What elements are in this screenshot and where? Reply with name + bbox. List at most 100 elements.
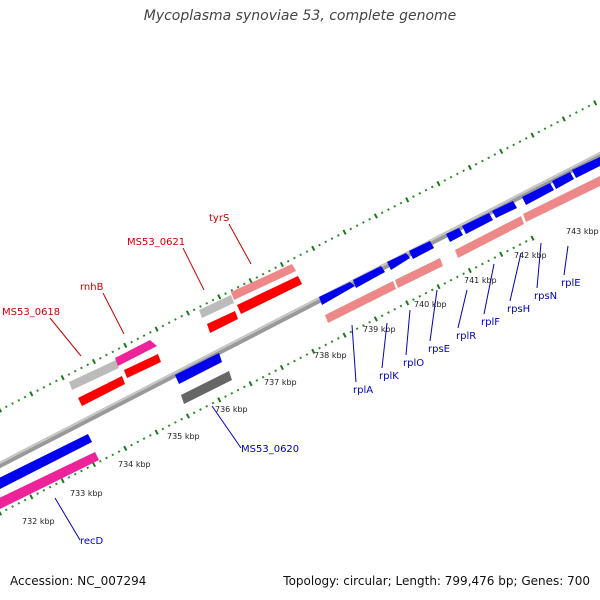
gene-recd[interactable] — [0, 452, 99, 510]
inner-tick — [217, 397, 222, 403]
inner-tick — [149, 434, 152, 437]
outer-tick — [324, 240, 328, 244]
gene-red-c[interactable] — [207, 311, 238, 333]
outer-tick — [149, 331, 152, 334]
inner-tick — [268, 372, 271, 376]
gene-recd-blue[interactable] — [0, 434, 92, 490]
gene-rplx[interactable] — [572, 157, 600, 178]
inner-tick — [248, 380, 253, 387]
inner-tick — [136, 440, 140, 444]
outer-tick — [242, 282, 246, 286]
outer-tick — [91, 358, 97, 365]
gene-rpsh[interactable] — [492, 201, 517, 218]
outer-tick — [342, 229, 347, 235]
inner-tick — [274, 369, 277, 373]
outer-tick — [42, 386, 46, 389]
inner-tick — [42, 489, 46, 492]
inner-tick — [55, 482, 58, 486]
inner-tick — [368, 320, 371, 324]
outer-tick — [48, 382, 52, 386]
gene-label-rpsh[interactable]: rpsH — [507, 304, 530, 315]
inner-tick — [185, 413, 190, 419]
gene-label-rnhb[interactable]: rnhB — [80, 282, 104, 293]
outer-tick — [217, 294, 222, 300]
gene-rpse[interactable] — [409, 241, 434, 259]
inner-tick — [355, 327, 359, 331]
rrna-4[interactable] — [523, 176, 600, 222]
gene-rplk[interactable] — [353, 266, 385, 288]
inner-tick — [261, 375, 265, 379]
outer-tick — [29, 391, 34, 397]
gene-rplo[interactable] — [387, 253, 410, 270]
gene-label-ms53_0618[interactable]: MS53_0618 — [2, 307, 60, 318]
rrna-2[interactable] — [395, 258, 443, 288]
outer-tick — [399, 201, 403, 205]
inner-tick — [205, 404, 209, 408]
outer-tick — [424, 188, 428, 192]
outer-tick — [117, 347, 121, 350]
leader-rplr — [457, 289, 468, 329]
inner-tick — [318, 346, 321, 350]
outer-tick — [487, 156, 490, 160]
gene-label-ms53_0621[interactable]: MS53_0621 — [127, 237, 185, 248]
gene-label-tyrs[interactable]: tyrS — [209, 213, 229, 224]
gene-rpla[interactable] — [319, 282, 355, 305]
gene-label-rplr[interactable]: rplR — [456, 331, 476, 342]
inner-tick — [0, 510, 3, 516]
reverse-strand-features — [0, 176, 600, 510]
gene-ms53-0618[interactable] — [69, 360, 119, 390]
gene-rnhb[interactable] — [115, 340, 157, 366]
gene-rplf[interactable] — [462, 213, 493, 234]
inner-tick — [236, 388, 240, 392]
gene-label-rpsn[interactable]: rpsN — [534, 291, 557, 302]
gene-rplr[interactable] — [446, 228, 463, 242]
inner-tick — [512, 246, 516, 250]
outer-tick — [98, 356, 102, 360]
gene-rpsn[interactable] — [522, 183, 554, 205]
inner-tick — [506, 249, 509, 253]
outer-tick — [180, 314, 184, 318]
gene-red-b[interactable] — [124, 354, 161, 378]
inner-tick — [412, 298, 415, 301]
gene-label-rpse[interactable]: rpsE — [428, 344, 450, 355]
inner-tick — [230, 392, 234, 395]
gene-label-rplf[interactable]: rplF — [481, 317, 500, 328]
inner-tick — [399, 304, 403, 308]
rrna-1[interactable] — [325, 281, 396, 323]
gene-label-ms53_0620[interactable]: MS53_0620 — [241, 444, 299, 455]
gene-red-d[interactable] — [237, 276, 302, 314]
outer-tick — [467, 164, 472, 171]
gene-ms53-0621[interactable] — [199, 295, 234, 318]
inner-tick — [279, 364, 284, 371]
gene-ms53-0620[interactable] — [175, 353, 222, 384]
gene-tyrs[interactable] — [231, 264, 296, 300]
outer-tick — [305, 250, 309, 253]
inner-tick — [443, 282, 447, 285]
inner-tick — [462, 272, 465, 276]
inner-tick — [60, 477, 65, 484]
outer-tick — [387, 208, 390, 211]
outer-tick — [380, 211, 384, 215]
outer-tick — [418, 192, 422, 195]
gene-label-rpla[interactable]: rplA — [353, 385, 373, 396]
outer-tick — [199, 305, 202, 308]
inner-tick — [373, 316, 378, 322]
gene-label-recd[interactable]: recD — [80, 536, 104, 547]
outer-tick — [167, 321, 171, 325]
gene-labels: MS53_0618 rnhB MS53_0621 tyrS MS53_0620 recD r… — [2, 213, 581, 547]
accession-text: Accession: NC_007294 — [10, 574, 147, 588]
gene-label-rplk[interactable]: rplK — [379, 371, 399, 382]
rrna-3[interactable] — [455, 216, 524, 258]
gene-red-a[interactable] — [78, 376, 125, 406]
inner-tick — [192, 411, 196, 415]
inner-tick — [11, 505, 14, 508]
outer-tick — [111, 350, 115, 354]
gene-label-rplo[interactable]: rplO — [403, 358, 424, 369]
inner-tick — [86, 466, 90, 470]
outer-tick — [86, 363, 90, 367]
gene-label-rple[interactable]: rplE — [561, 278, 581, 289]
gene-rple[interactable] — [552, 172, 574, 189]
gene-darkgrey[interactable] — [181, 371, 232, 404]
kbp-label: 733 kbp — [70, 489, 103, 498]
kbp-label: 735 kbp — [167, 432, 200, 441]
